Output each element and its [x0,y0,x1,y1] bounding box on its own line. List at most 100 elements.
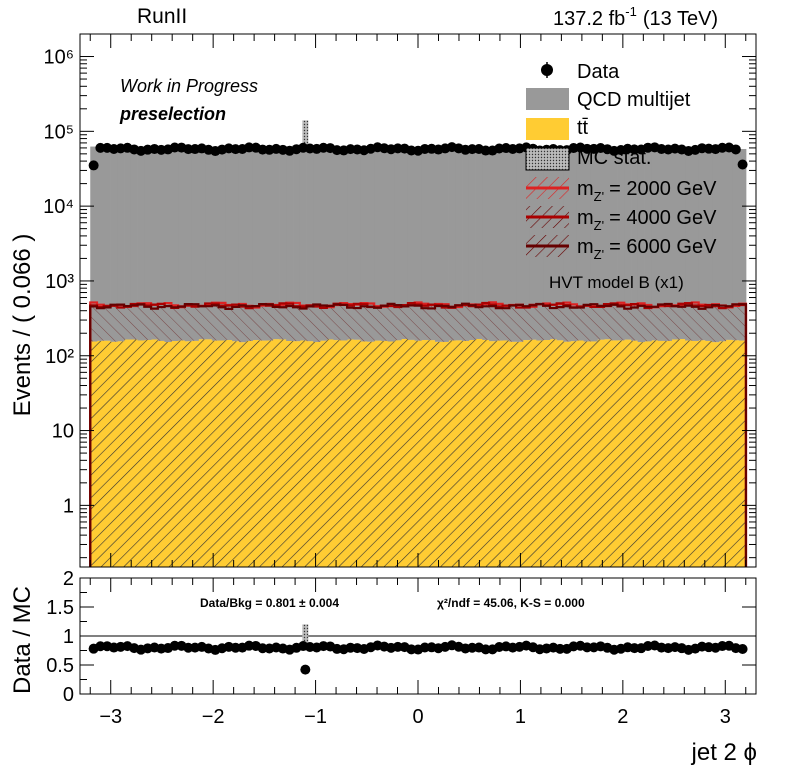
qcd-bar [245,147,253,341]
qcd-bar [475,147,483,339]
ttbar-bar [725,339,733,567]
signal-band [347,304,355,340]
signal-band [401,306,409,340]
signal-band [739,303,747,341]
signal-band [326,307,335,340]
signal-band [583,305,591,342]
ttbar-bar [522,340,531,567]
x-tick-label: 2 [617,706,628,728]
qcd-bar [468,147,476,340]
signal-band [462,304,470,341]
signal-band [313,304,321,342]
signal-band [259,305,267,341]
qcd-bar [509,148,517,342]
qcd-bar [732,150,740,341]
ttbar-bar [698,340,706,567]
qcd-bar [428,146,436,341]
qcd-bar [313,148,321,342]
signal-band [502,305,510,341]
ttbar-bar [428,340,436,567]
ttbar-bar [299,340,307,567]
signal-band [428,305,436,341]
signal-band [522,306,531,341]
ttbar-bar [407,339,416,567]
ttbar-bar [604,339,612,567]
ttbar-bar [90,341,98,567]
qcd-bar [286,147,294,341]
ttbar-bar [157,340,166,567]
x-tick-label: 0 [412,706,423,728]
qcd-bar [97,145,105,341]
signal-band [624,304,632,340]
qcd-bar [739,148,747,341]
legend-z6000-value: = 6000 GeV [609,236,717,258]
y-axis-title: Events / ( 0.066 ) [9,234,36,417]
ttbar-bar [590,341,598,567]
signal-band [664,304,673,341]
qcd-bar [421,145,429,340]
signal-band [570,304,578,342]
qcd-bar [353,147,362,340]
signal-band [732,305,740,341]
ttbar-bar [252,339,260,567]
qcd-bar [691,146,700,341]
ttbar-bar [664,340,673,567]
ttbar-bar [570,341,578,567]
signal-band [543,303,551,340]
ttbar-bar [502,340,510,567]
qcd-bar [252,148,260,340]
ttbar-bar [495,340,504,567]
selection-label: preselection [119,104,226,124]
ttbar-bar [610,340,618,567]
qcd-bar [414,147,422,341]
signal-band [590,304,598,342]
qcd-bar [462,150,470,341]
ttbar-bar [435,341,443,567]
chi2-text: χ²/ndf = 45.06, K-S = 0.000 [437,596,585,610]
lumi-exponent: -1 [625,4,637,19]
qcd-bar [184,150,193,342]
signal-band [333,305,341,341]
x-tick-label: 3 [720,706,731,728]
ttbar-bar [455,340,463,567]
qcd-bar [712,148,720,343]
qcd-bar [678,148,686,340]
ttbar-bar [232,341,240,567]
ttbar-bar [658,340,666,567]
signal-band [509,304,517,342]
signal-band [272,304,280,340]
signal-band [678,305,686,340]
ttbar-bar [238,342,247,567]
qcd-bar [495,145,504,341]
ttbar-bar [597,339,605,567]
signal-band [529,306,537,340]
y-tick-label: 1 [63,495,74,517]
signal-band [130,306,138,340]
qcd-bar [448,147,456,341]
data-point [88,160,99,171]
signal-band [718,305,727,342]
signal-band [556,303,564,341]
ratio-y-tick-label: 1 [63,626,74,648]
legend-z4000-value: = 4000 GeV [609,207,717,229]
signal-band [367,303,375,342]
ttbar-bar [380,340,389,567]
ttbar-bar [103,340,111,567]
signal-band [110,305,118,342]
ttbar-bar [516,341,524,567]
signal-band [184,305,193,342]
legend-z2000-label: mZ' = 2000 GeV [577,178,717,204]
signal-band [117,305,125,342]
signal-band [563,302,571,342]
qcd-bar [583,149,591,342]
signal-band [441,304,449,342]
ttbar-bar [732,340,740,567]
mc-stat-band [302,120,309,148]
ttbar-bar [556,340,564,567]
qcd-bar [299,146,307,341]
qcd-bar [151,146,159,340]
qcd-bar [570,145,578,342]
qcd-bar [597,147,605,340]
signal-band [238,303,247,343]
